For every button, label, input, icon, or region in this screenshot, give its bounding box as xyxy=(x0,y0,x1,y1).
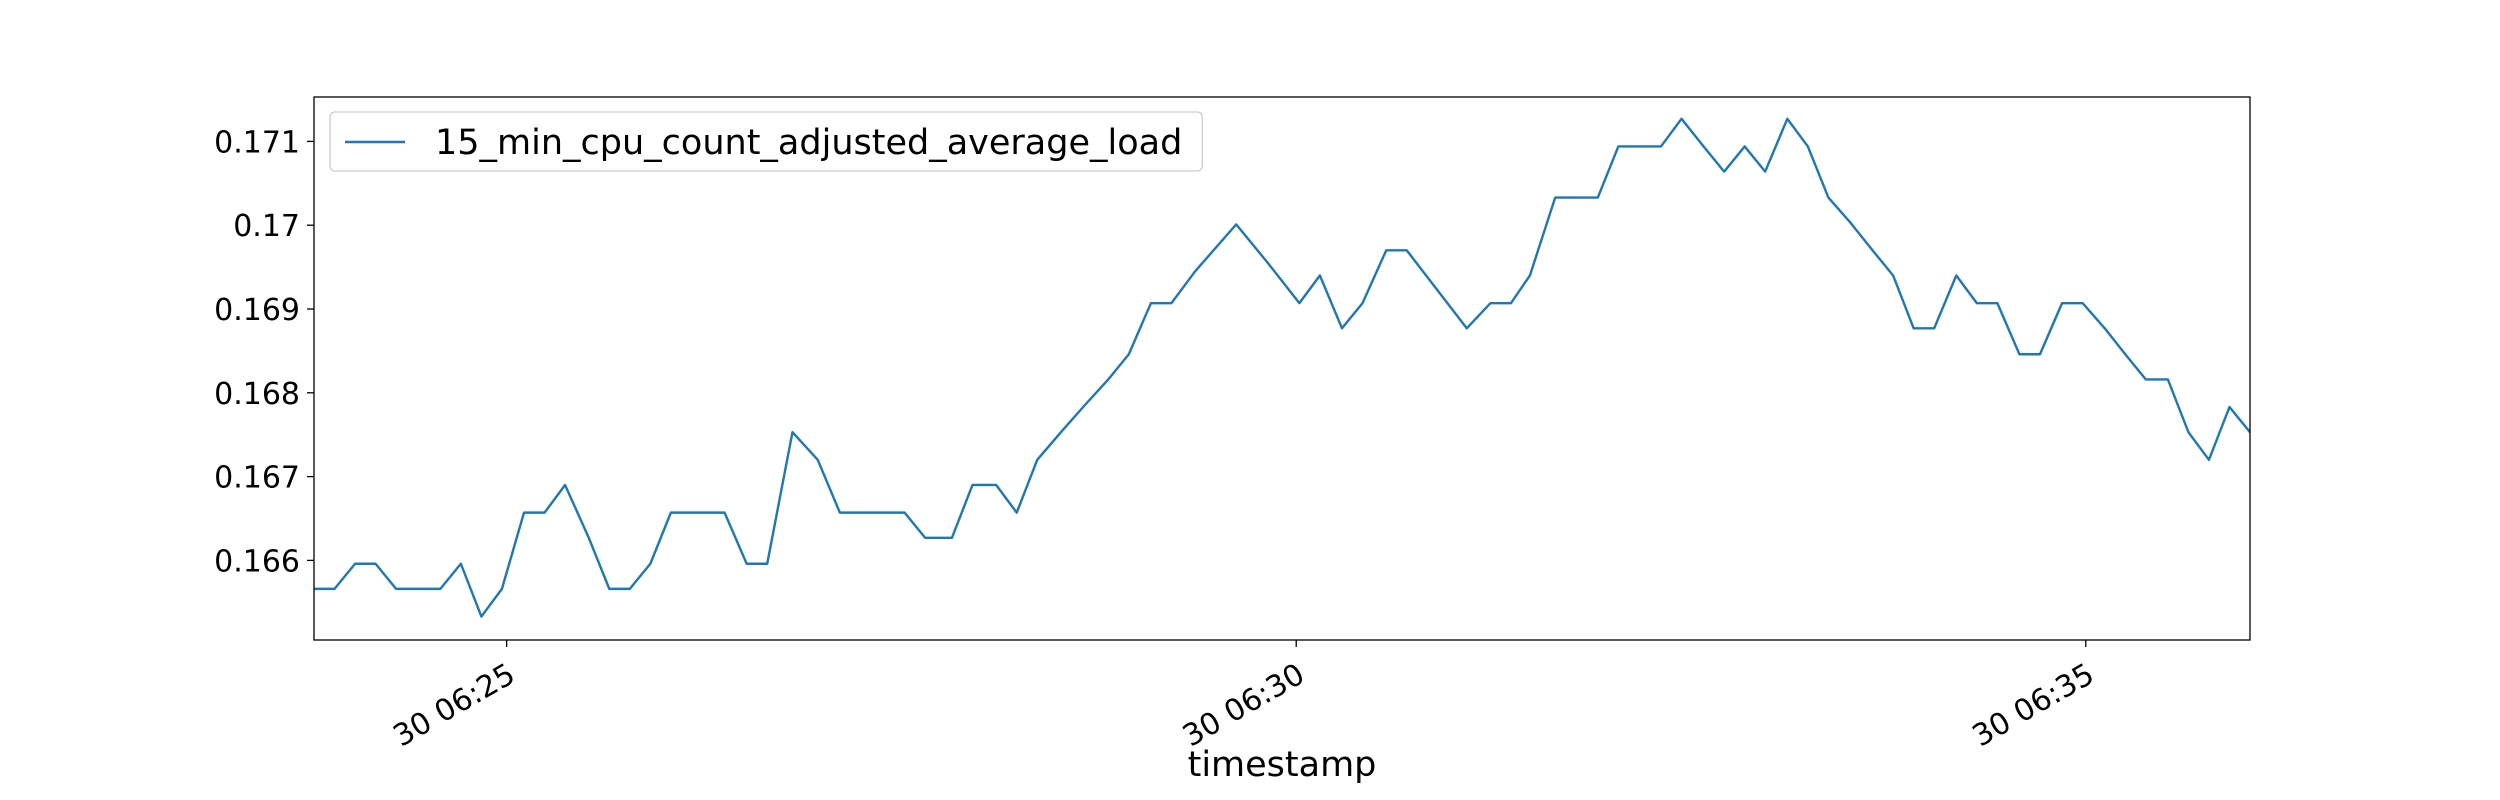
plot-frame xyxy=(313,96,2251,641)
y-tick-label: 0.17 xyxy=(233,209,300,244)
y-tick-label: 0.169 xyxy=(214,293,300,328)
x-tick-label: 30 06:30 xyxy=(1177,657,1311,754)
data-line xyxy=(314,117,2250,618)
legend-label: 15_min_cpu_count_adjusted_average_load xyxy=(435,123,1182,163)
y-tick-label: 0.168 xyxy=(214,377,300,412)
x-tick-label: 30 06:25 xyxy=(387,657,521,754)
y-tick-label: 0.171 xyxy=(214,125,300,160)
y-tick-label: 0.167 xyxy=(214,461,300,496)
x-tick-label: 30 06:35 xyxy=(1967,657,2101,754)
x-axis-label: timestamp xyxy=(1188,745,1377,785)
legend: 15_min_cpu_count_adjusted_average_load xyxy=(329,111,1203,172)
legend-box xyxy=(329,111,1203,172)
y-tick-label: 0.166 xyxy=(214,544,300,579)
